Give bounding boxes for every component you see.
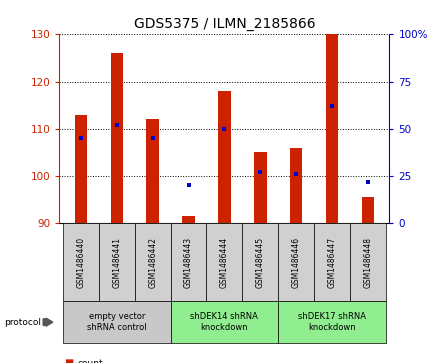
Text: GSM1486441: GSM1486441 — [112, 237, 121, 288]
Bar — [75, 115, 87, 223]
Text: ■: ■ — [64, 358, 73, 363]
Bar — [326, 34, 338, 223]
Text: GSM1486444: GSM1486444 — [220, 237, 229, 288]
Text: shDEK17 shRNA
knockdown: shDEK17 shRNA knockdown — [298, 313, 366, 332]
Text: protocol: protocol — [4, 318, 41, 327]
Text: count: count — [78, 359, 103, 363]
Text: GSM1486440: GSM1486440 — [77, 237, 85, 288]
Bar — [110, 53, 123, 223]
Text: GSM1486448: GSM1486448 — [363, 237, 372, 288]
Bar — [290, 148, 302, 223]
Text: shDEK14 shRNA
knockdown: shDEK14 shRNA knockdown — [191, 313, 258, 332]
Text: GSM1486443: GSM1486443 — [184, 237, 193, 288]
Bar — [218, 91, 231, 223]
Text: GSM1486446: GSM1486446 — [292, 237, 301, 288]
Text: empty vector
shRNA control: empty vector shRNA control — [87, 313, 147, 332]
Bar — [182, 216, 195, 223]
Title: GDS5375 / ILMN_2185866: GDS5375 / ILMN_2185866 — [134, 17, 315, 31]
Text: GSM1486447: GSM1486447 — [327, 237, 337, 288]
Bar — [147, 119, 159, 223]
Text: GSM1486442: GSM1486442 — [148, 237, 157, 288]
Text: GSM1486445: GSM1486445 — [256, 237, 265, 288]
Bar — [362, 197, 374, 223]
Bar — [254, 152, 267, 223]
